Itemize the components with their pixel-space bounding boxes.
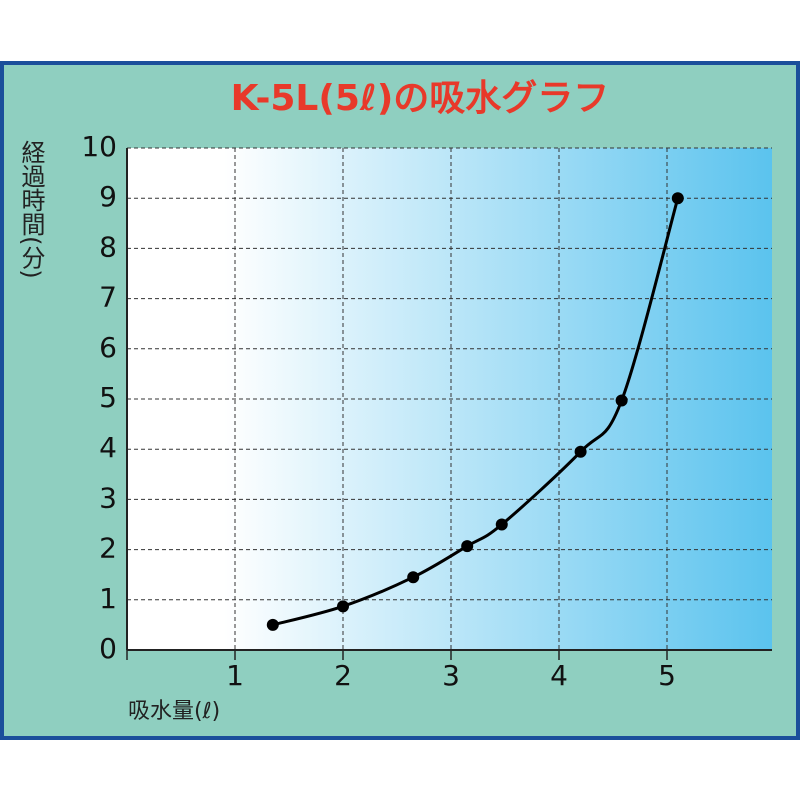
x-tick-label: 4 [550, 659, 568, 692]
y-tick-label: 10 [81, 130, 117, 163]
x-tick-label: 1 [226, 659, 244, 692]
marker [461, 540, 474, 553]
x-axis-label: 吸水量(ℓ) [128, 699, 220, 724]
y-axis-label: 経過時間(分) [17, 140, 45, 279]
marker [495, 518, 508, 531]
y-tick-label: 9 [99, 180, 117, 213]
marker [615, 394, 628, 407]
marker [407, 571, 420, 584]
y-tick-label: 1 [99, 582, 117, 615]
x-tick-label: 5 [658, 659, 676, 692]
marker [266, 618, 279, 631]
y-tick-label: 4 [99, 431, 117, 464]
x-tick-label: 3 [442, 659, 460, 692]
y-tick-label: 6 [99, 331, 117, 364]
y-tick-label: 8 [99, 230, 117, 263]
y-tick-label: 3 [99, 481, 117, 514]
y-tick-label: 5 [99, 381, 117, 414]
marker [671, 192, 684, 205]
marker [337, 600, 349, 613]
y-tick-label: 2 [99, 532, 117, 565]
marker [574, 445, 587, 458]
x-tick-label: 2 [334, 659, 352, 692]
y-tick-label: 0 [99, 632, 117, 665]
chart-title: K-5L(5ℓ)の吸水グラフ [231, 78, 610, 119]
y-tick-label: 7 [99, 281, 117, 314]
